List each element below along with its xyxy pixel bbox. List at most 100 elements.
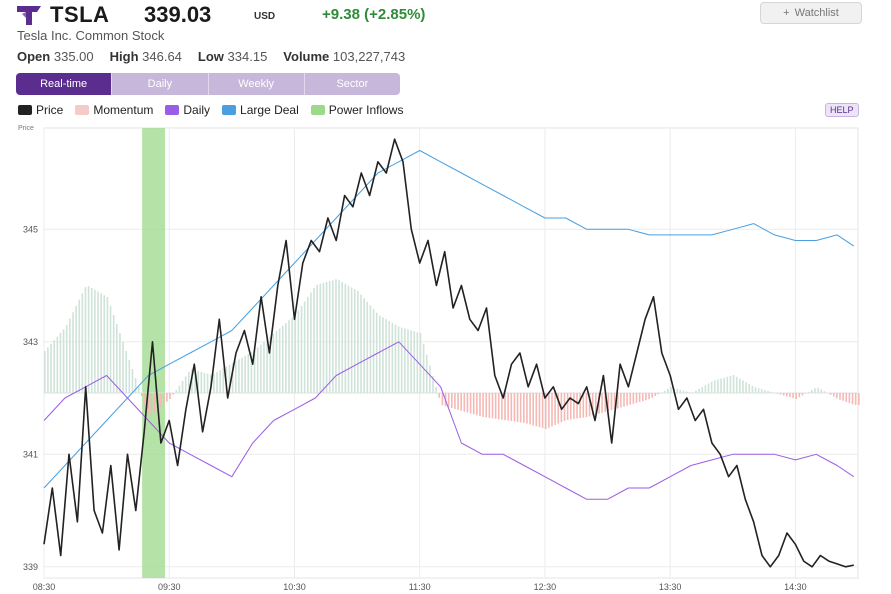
momentum-bar [350,287,353,393]
legend-item-daily[interactable]: Daily [165,103,210,117]
momentum-bar [717,379,719,393]
momentum-bar [554,393,556,425]
momentum-bar [535,393,538,427]
momentum-bar [278,328,281,393]
momentum-bar [266,339,268,393]
tab-daily[interactable]: Daily [112,73,209,95]
price-chart[interactable]: 339 341 343 345 08:30 09:30 10:30 11:30 12:30 13:… [0,120,891,594]
momentum-bar [466,393,469,413]
momentum-bar [820,389,823,393]
momentum-bar [382,317,384,393]
stock-header: TSLA 339.03 USD +9.38 (+2.85%) + Watchli… [16,2,876,30]
momentum-bar [660,392,663,393]
momentum-bar [116,324,118,393]
stat-open: Open 335.00 [17,49,94,64]
momentum-bar [454,393,456,409]
momentum-bar [419,333,422,393]
momentum-bar [476,393,478,416]
momentum-bar [281,325,284,393]
momentum-bar [103,295,106,393]
momentum-bar [501,393,503,420]
legend-item-large-deal[interactable]: Large Deal [222,103,299,117]
momentum-bar [785,393,788,397]
legend-label-momentum: Momentum [93,103,154,117]
x-tick-label: 14:30 [784,582,807,592]
momentum-bar [141,393,143,396]
momentum-bar [222,368,225,393]
momentum-bar [181,381,184,393]
momentum-bar [507,393,509,421]
watchlist-label: Watchlist [794,7,839,19]
stat-high: High 346.64 [110,49,182,64]
momentum-bar [159,393,162,408]
momentum-bar [400,327,403,393]
momentum-bar [385,319,387,393]
momentum-bar [137,387,140,393]
stat-high-label: High [109,49,139,64]
momentum-bar [692,392,694,393]
momentum-bar [429,365,431,393]
momentum-bar [213,373,215,393]
momentum-bar [645,393,647,401]
stat-low-label: Low [197,49,224,64]
momentum-bar [616,393,619,409]
momentum-bar [842,393,844,401]
momentum-bar [551,393,553,427]
momentum-bar [303,301,306,393]
plus-icon: + [783,7,790,19]
momentum-bar [100,293,102,393]
momentum-bar [494,393,497,419]
momentum-bar [150,393,153,416]
momentum-bar [360,294,362,393]
tab-weekly[interactable]: Weekly [208,73,305,95]
legend-swatch-daily [165,105,180,115]
momentum-bar [47,347,49,393]
large-deal-line [43,150,855,489]
stat-volume: Volume 103,227,743 [283,49,405,64]
momentum-bar [394,324,397,393]
momentum-bar [497,393,500,420]
momentum-bar [119,333,121,393]
momentum-bar [460,393,462,411]
momentum-bar [432,376,434,393]
momentum-bar [801,393,804,396]
momentum-bar [353,289,356,393]
momentum-bar [322,282,325,393]
momentum-bar [789,393,791,398]
legend-item-price[interactable]: Price [18,103,63,117]
momentum-bar [335,279,337,393]
momentum-bar [435,387,437,393]
momentum-bar [441,393,444,406]
momentum-bar [285,323,287,393]
momentum-bar [754,387,757,393]
momentum-bar [641,393,644,402]
momentum-bar [413,331,416,393]
momentum-bar [275,331,278,393]
momentum-bar [648,393,650,400]
momentum-bar [463,393,466,412]
momentum-bar [710,381,713,393]
y-tick-label: 345 [23,224,38,234]
momentum-bar [206,373,209,393]
momentum-bar [588,393,591,417]
momentum-bar [447,393,450,408]
momentum-bar [807,391,810,393]
help-button[interactable]: HELP [825,103,859,117]
momentum-bar [682,390,685,393]
legend-item-momentum[interactable]: Momentum [75,103,153,117]
momentum-bar [814,388,816,393]
momentum-bar [757,388,760,393]
momentum-bar [679,389,682,393]
legend-swatch-momentum [75,105,90,115]
chart-legend: Price Momentum Daily Large Deal Power In… [18,103,403,117]
watchlist-button[interactable]: + Watchlist [760,2,862,24]
x-tick-label: 09:30 [158,582,181,592]
momentum-bar [654,393,657,396]
legend-item-power-inflows[interactable]: Power Inflows [310,103,403,117]
tab-real-time[interactable]: Real-time [16,73,113,95]
momentum-bar [779,393,782,395]
momentum-bar [172,393,174,395]
momentum-bar [720,378,722,393]
momentum-bar [676,388,679,393]
tab-sector[interactable]: Sector [304,73,400,95]
